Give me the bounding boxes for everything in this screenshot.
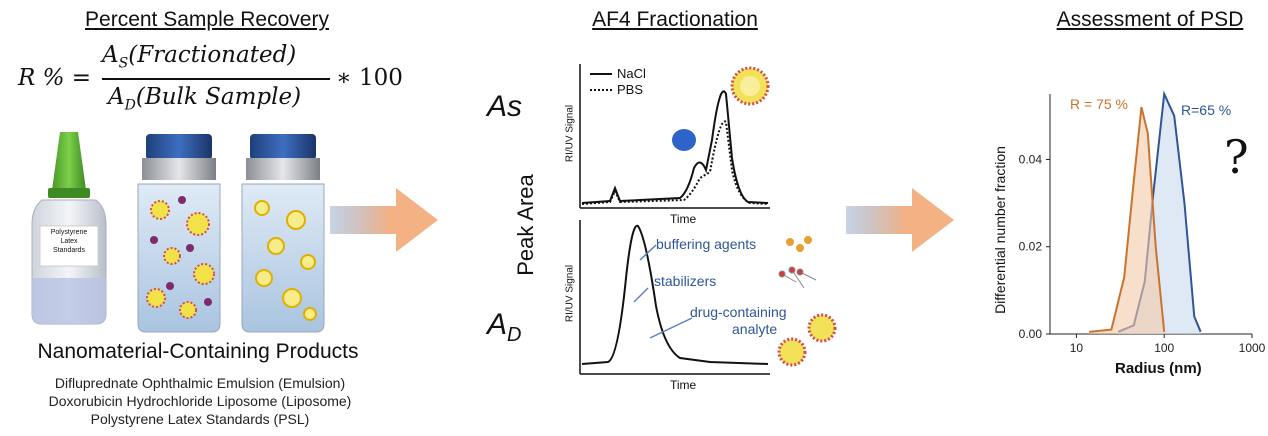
emulsion-vial [137, 134, 221, 333]
stabilizers-icon [778, 266, 817, 289]
psd-x-tick-label: 1000 [1239, 341, 1266, 355]
analyte-icons [777, 313, 837, 367]
formula-denominator: AD(Bulk Sample) [108, 84, 301, 114]
psd-x-tick-label: 100 [1154, 341, 1174, 355]
annotation-buffering-agents: buffering agents [656, 236, 757, 252]
psd-series-line [1089, 106, 1166, 333]
recovery-formula: R % = AS(Fractionated) AD(Bulk Sample) ∗… [18, 40, 403, 120]
products-heading: Nanomaterial-Containing Products [37, 340, 359, 363]
psd-series-area [1089, 107, 1165, 334]
psd-x-tick-label: 10 [1070, 341, 1084, 355]
question-mark: ? [1224, 130, 1249, 184]
bottle-label-line-2: Latex [60, 238, 78, 245]
psd-ylabel: Differential number fraction [992, 146, 1008, 314]
top-plot-legend-pbs: PBS [617, 82, 644, 97]
series-label-orange: R = 75 % [1070, 96, 1128, 112]
peak-area-label: Peak Area [513, 174, 538, 276]
liposome-icon [730, 66, 770, 106]
annotation-stabilizers: stabilizers [654, 273, 717, 289]
product-liposome: Doxorubicin Hydrochloride Liposome (Lipo… [48, 393, 352, 409]
product-psl: Polystyrene Latex Standards (PSL) [90, 411, 310, 427]
af4-top-plot [579, 64, 770, 209]
psd-y-tick-label: 0.04 [1019, 152, 1043, 166]
psd-y-tick-label: 0.02 [1019, 240, 1043, 254]
product-emulsion: Difluprednate Ophthalmic Emulsion (Emuls… [54, 375, 346, 391]
right-panel-title: Assessment of PSD [1056, 8, 1244, 31]
series-label-blue: R=65 % [1181, 102, 1232, 118]
psl-bottle [31, 132, 107, 325]
bottom-plot-xlabel: Time [670, 378, 697, 392]
top-plot-xlabel: Time [670, 212, 697, 226]
psd-chart: 0.00 0.02 0.04 10 100 1000 [1019, 90, 1266, 355]
arrow-left-to-middle [330, 188, 438, 252]
bottom-plot-ylabel: RI/UV Signal [564, 264, 576, 323]
products-list: Difluprednate Ophthalmic Emulsion (Emuls… [0, 374, 400, 428]
arrow-middle-to-right [846, 188, 954, 252]
annotation-analyte: analyte [732, 321, 778, 337]
numerator-subscript: S [118, 55, 129, 72]
ad-symbol: A [487, 308, 508, 341]
middle-panel-title: AF4 Fractionation [592, 8, 758, 31]
top-plot-ylabel: RI/UV Signal [564, 104, 576, 163]
psd-y-tick-label: 0.00 [1019, 327, 1043, 341]
formula-lhs: R % = [18, 65, 92, 91]
numerator-text: (Fractionated) [128, 42, 297, 68]
nanoparticle-icon [672, 129, 696, 151]
denominator-text: (Bulk Sample) [135, 84, 302, 110]
as-label: As [487, 90, 523, 123]
numerator-symbol: A [102, 42, 119, 68]
denominator-symbol: A [108, 84, 125, 110]
bottle-label-line-3: Standards [53, 247, 85, 254]
ad-label: AD [487, 308, 521, 347]
psd-series-area [1118, 94, 1201, 334]
ad-subscript: D [507, 324, 522, 346]
top-plot-legend-nacl: NaCl [617, 66, 646, 81]
left-panel-title: Percent Sample Recovery [85, 8, 329, 31]
denominator-subscript: D [124, 97, 136, 114]
formula-multiplier: ∗ 100 [336, 65, 403, 91]
buffering-agents-icon [786, 236, 812, 252]
bottle-label: Polystyrene Latex Standards [40, 228, 98, 255]
formula-numerator: AS(Fractionated) [102, 42, 296, 72]
annotation-drug-containing: drug-containing [690, 304, 787, 320]
af4-bottom-plot [579, 220, 837, 375]
psd-xlabel: Radius (nm) [1115, 360, 1202, 377]
fraction-bar [102, 78, 330, 80]
sample-containers [31, 132, 325, 333]
liposome-vial [241, 134, 325, 333]
bottle-label-line-1: Polystyrene [50, 229, 88, 236]
